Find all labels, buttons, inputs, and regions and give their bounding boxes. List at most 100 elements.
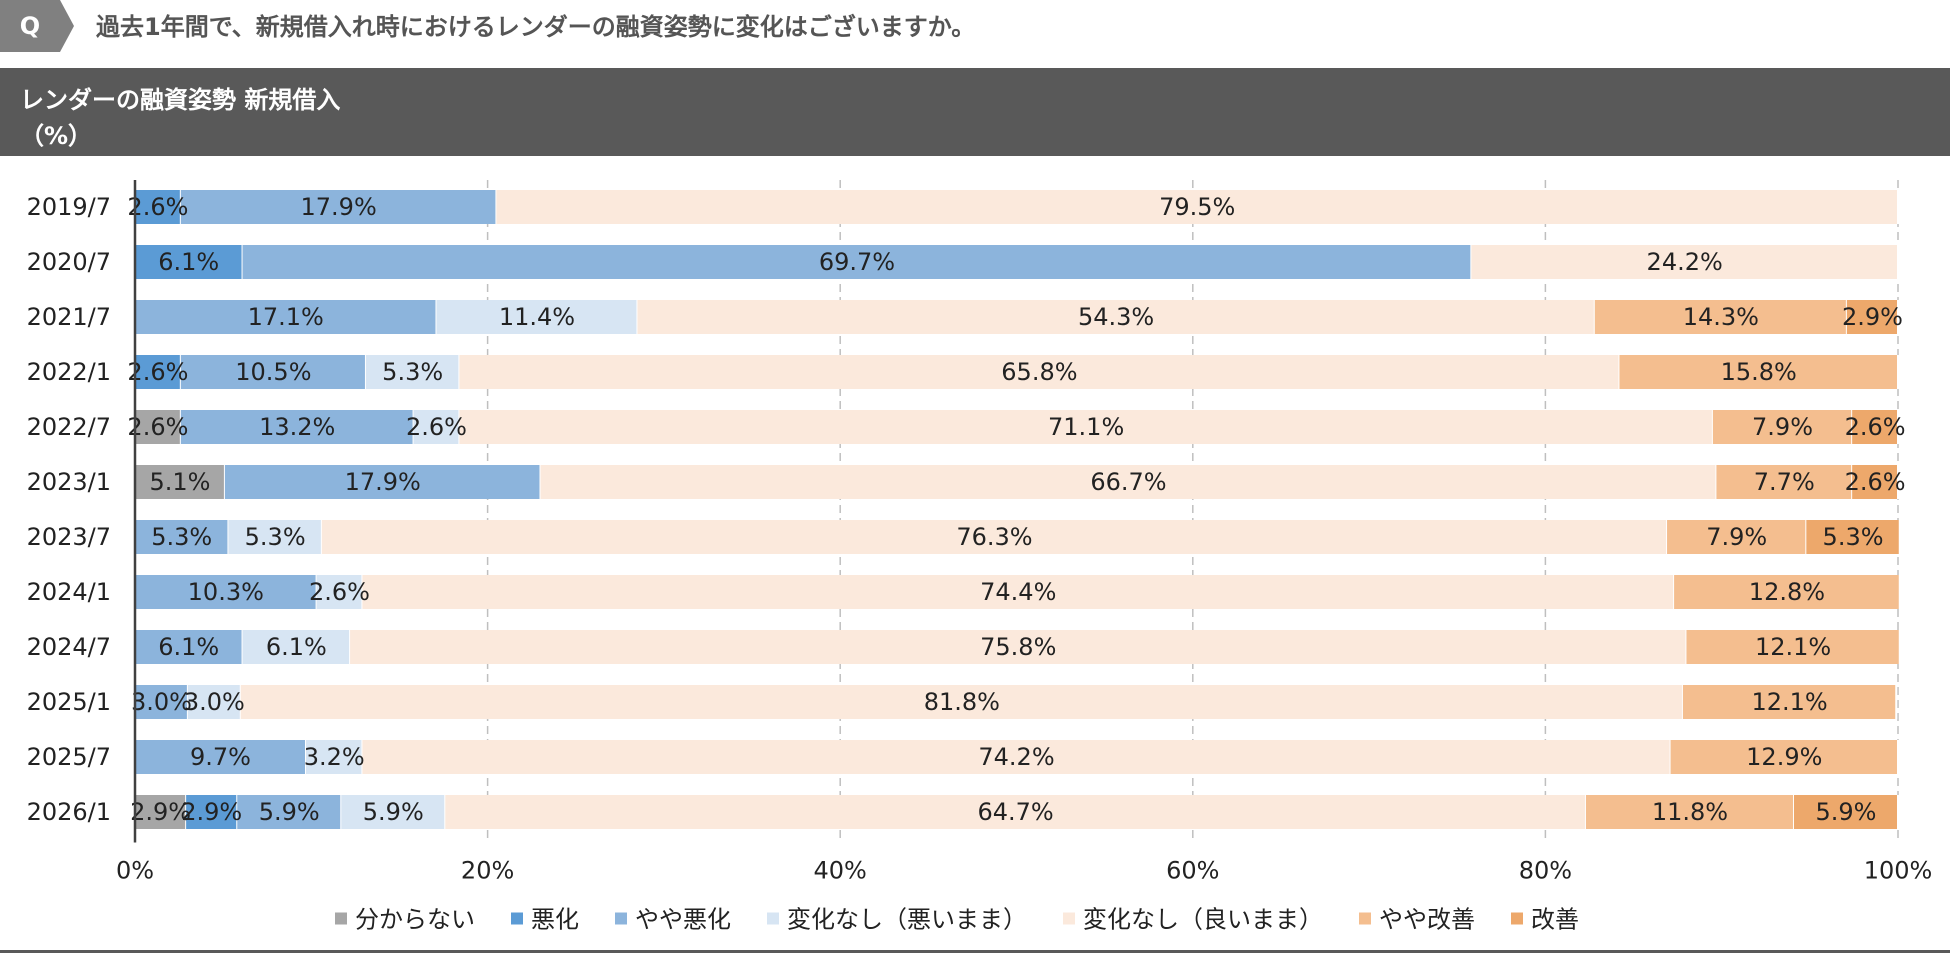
data-label: 5.3% xyxy=(245,523,306,551)
bar-segment xyxy=(135,245,243,279)
x-tick-label: 80% xyxy=(1519,857,1572,885)
data-label: 10.5% xyxy=(235,358,311,386)
bar-segment xyxy=(135,575,317,609)
data-label: 5.9% xyxy=(1815,798,1876,826)
legend-label: やや改善 xyxy=(1379,906,1475,934)
data-label: 2.6% xyxy=(309,578,370,606)
bar-segment xyxy=(135,190,181,224)
data-label: 14.3% xyxy=(1683,303,1759,331)
data-label: 12.8% xyxy=(1749,578,1825,606)
bar-segment xyxy=(316,575,363,609)
data-label: 64.7% xyxy=(977,798,1053,826)
data-label: 3.2% xyxy=(304,743,365,771)
bar-segment xyxy=(242,245,1472,279)
bar-segment xyxy=(228,520,322,554)
bar-segment xyxy=(1806,520,1900,554)
bar-segment xyxy=(135,630,243,664)
bar-segment xyxy=(240,685,1683,719)
data-label: 6.1% xyxy=(266,633,327,661)
legend-label: 悪化 xyxy=(531,906,579,934)
legend-swatch xyxy=(615,912,627,925)
data-label: 2.6% xyxy=(127,358,188,386)
bar-segment xyxy=(1846,300,1898,334)
data-label: 79.5% xyxy=(1159,193,1235,221)
data-label: 54.3% xyxy=(1078,303,1154,331)
bar-segment xyxy=(445,795,1586,829)
category-label: 2023/1 xyxy=(27,468,111,496)
bar-segment xyxy=(540,465,1717,499)
legend-label: 変化なし（良いまま） xyxy=(1083,906,1323,934)
data-label: 69.7% xyxy=(819,248,895,276)
data-label: 74.4% xyxy=(980,578,1056,606)
data-label: 6.1% xyxy=(158,633,219,661)
category-label: 2026/1 xyxy=(27,798,111,826)
data-label: 2.6% xyxy=(1845,468,1906,496)
data-label: 17.1% xyxy=(248,303,324,331)
bar-segment xyxy=(135,685,188,719)
bar-segment xyxy=(187,685,241,719)
legend-swatch xyxy=(1511,912,1523,925)
data-label: 6.1% xyxy=(158,248,219,276)
legend-label: 改善 xyxy=(1531,906,1579,934)
bar-segment xyxy=(1667,520,1807,554)
data-label: 12.9% xyxy=(1746,743,1822,771)
chart-unit: （%） xyxy=(20,122,93,150)
question-badge-letter: Q xyxy=(19,12,41,40)
data-label: 2.6% xyxy=(127,413,188,441)
data-label: 13.2% xyxy=(259,413,335,441)
category-label: 2019/7 xyxy=(27,193,111,221)
data-label: 2.6% xyxy=(1845,413,1906,441)
bar-segment xyxy=(237,795,342,829)
bar-segment xyxy=(362,575,1675,609)
category-label: 2022/7 xyxy=(27,413,111,441)
data-label: 12.1% xyxy=(1751,688,1827,716)
data-label: 66.7% xyxy=(1090,468,1166,496)
data-label: 12.1% xyxy=(1755,633,1831,661)
data-label: 5.3% xyxy=(151,523,212,551)
bar-segment xyxy=(135,355,181,389)
data-label: 17.9% xyxy=(301,193,377,221)
data-label: 5.1% xyxy=(149,468,210,496)
stacked-bar-chart: 0% 20% 40% 60% 80% 100% 2019/7 2.6% 17.9% 79.5% 20… xyxy=(27,180,1933,934)
bar-segment xyxy=(1686,630,1900,664)
bar-segment xyxy=(1793,795,1898,829)
legend-swatch xyxy=(511,912,523,925)
bar-segment xyxy=(1670,740,1898,774)
bar-segment xyxy=(1682,685,1897,719)
bar-segment xyxy=(135,795,187,829)
data-label: 2.9% xyxy=(1842,303,1903,331)
data-label: 2.9% xyxy=(130,798,191,826)
bar-segment xyxy=(1585,795,1794,829)
data-label: 5.9% xyxy=(259,798,320,826)
legend-label: 変化なし（悪いまま） xyxy=(787,906,1027,934)
bar-segment xyxy=(242,630,351,664)
bar-segment xyxy=(180,410,414,444)
bar-segment xyxy=(135,300,437,334)
x-tick-label: 100% xyxy=(1864,857,1933,885)
legend-label: やや悪化 xyxy=(635,906,731,934)
bar-segment xyxy=(1619,355,1898,389)
bottom-divider xyxy=(0,950,1950,953)
legend-swatch xyxy=(1063,912,1075,925)
data-label: 5.3% xyxy=(382,358,443,386)
bar-segment xyxy=(135,740,307,774)
category-label: 2024/7 xyxy=(27,633,111,661)
category-label: 2025/7 xyxy=(27,743,111,771)
data-label: 17.9% xyxy=(345,468,421,496)
data-label: 10.3% xyxy=(188,578,264,606)
data-label: 7.7% xyxy=(1754,468,1815,496)
x-tick-label: 0% xyxy=(116,857,154,885)
bar-segment xyxy=(135,410,181,444)
bar-segment xyxy=(1716,465,1853,499)
bar-segment xyxy=(306,740,363,774)
data-label: 7.9% xyxy=(1752,413,1813,441)
data-label: 74.2% xyxy=(978,743,1054,771)
category-label: 2020/7 xyxy=(27,248,111,276)
bar-segment xyxy=(321,520,1668,554)
data-label: 3.0% xyxy=(131,688,192,716)
bar-segment xyxy=(362,740,1671,774)
x-tick-label: 60% xyxy=(1166,857,1219,885)
data-label: 9.7% xyxy=(190,743,251,771)
legend-swatch xyxy=(767,912,779,925)
legend-label: 分からない xyxy=(355,906,475,934)
